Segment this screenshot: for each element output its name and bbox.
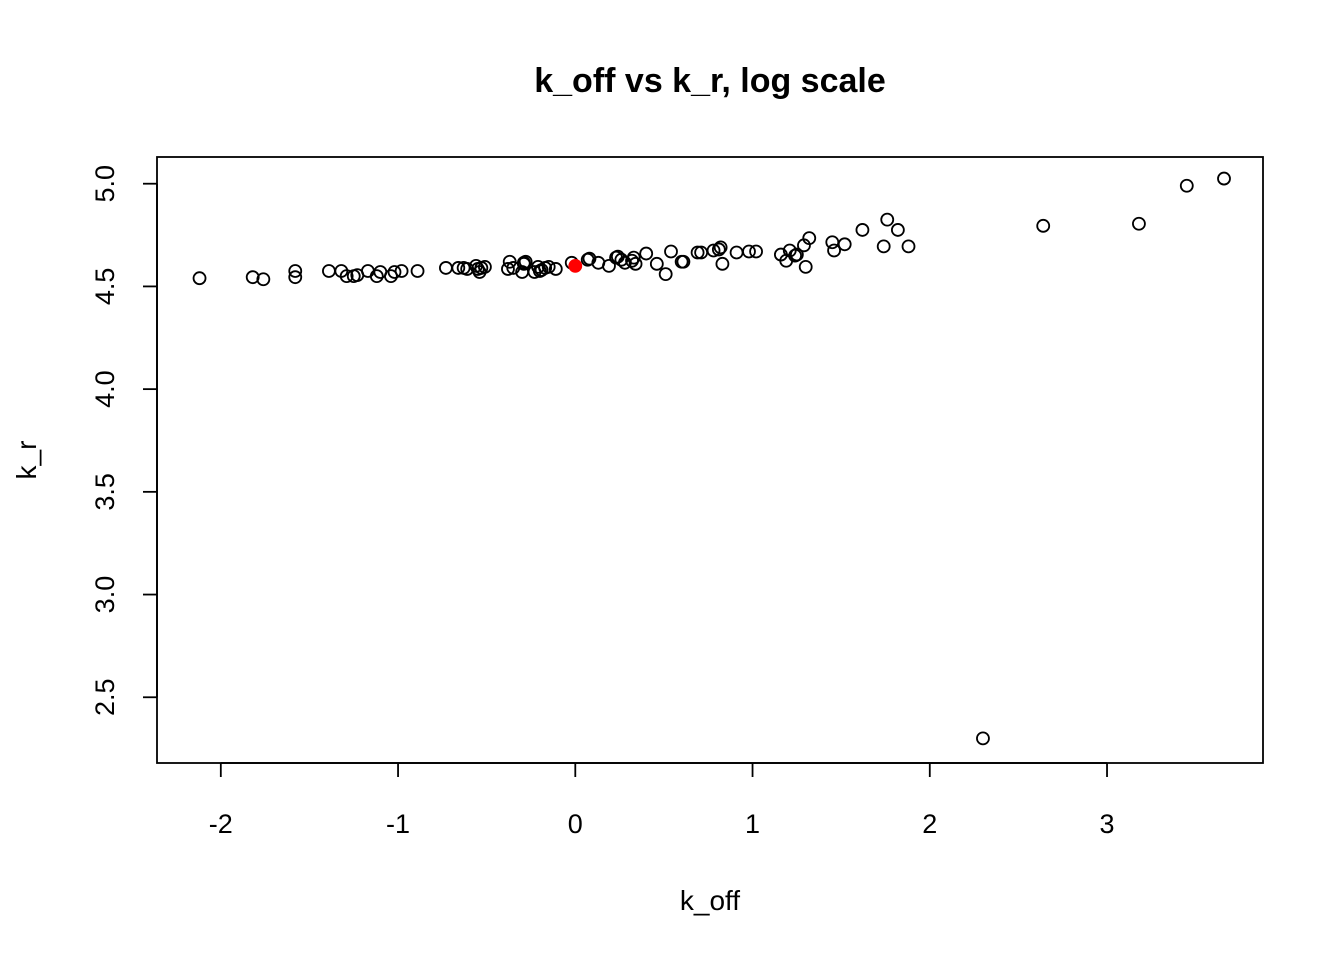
- y-tick-label: 2.5: [90, 678, 120, 716]
- data-point: [518, 254, 533, 269]
- data-point: [339, 269, 354, 284]
- x-tick-label: 3: [1100, 809, 1115, 839]
- data-point: [460, 262, 475, 276]
- data-point: [288, 270, 303, 285]
- y-tick-label: 4.5: [90, 268, 120, 306]
- data-point: [798, 260, 813, 274]
- data-point: [541, 260, 556, 274]
- data-point: [501, 262, 515, 276]
- data-point: [901, 239, 916, 254]
- plot-frame: [156, 156, 1264, 764]
- data-point: [639, 246, 654, 261]
- data-point: [658, 267, 673, 281]
- data-point: [394, 264, 409, 278]
- data-point: [384, 269, 398, 284]
- data-point: [1132, 216, 1146, 231]
- y-axis-label: k_r: [11, 441, 42, 480]
- y-tick-label: 3.5: [90, 473, 120, 511]
- data-point: [478, 260, 492, 274]
- data-point: [649, 256, 664, 271]
- x-tick-label: 2: [922, 809, 937, 839]
- y-tick-label: 4.0: [90, 370, 120, 408]
- data-point: [715, 256, 730, 271]
- data-point: [713, 240, 728, 255]
- data-point: [880, 212, 895, 227]
- data-point: [192, 271, 207, 286]
- data-point: [749, 244, 763, 259]
- data-point: [439, 261, 453, 275]
- x-tick-label: 1: [745, 809, 760, 839]
- data-point: [837, 237, 852, 252]
- data-point: [676, 254, 691, 269]
- data-point: [626, 250, 641, 265]
- data-point: [742, 244, 756, 259]
- data-point: [976, 731, 990, 746]
- data-point: [1036, 218, 1051, 233]
- data-point: [322, 264, 336, 278]
- chart-title: k_off vs k_r, log scale: [534, 62, 886, 100]
- data-point: [245, 270, 260, 285]
- data-point: [288, 264, 303, 278]
- y-axis: 2.5 3.0 3.5 4.0 4.5 5.0: [90, 165, 158, 716]
- x-tick-label: 0: [568, 809, 583, 839]
- data-point: [602, 258, 616, 273]
- x-axis: -2 -1 0 1 2 3: [209, 762, 1115, 839]
- data-point: [628, 256, 643, 271]
- data-point: [548, 262, 563, 276]
- data-point: [789, 247, 804, 262]
- data-point: [825, 235, 840, 250]
- data-point: [827, 243, 841, 258]
- data-point: [664, 244, 678, 259]
- x-axis-label: k_off: [680, 885, 740, 916]
- data-point: [1179, 178, 1194, 193]
- data-point: [729, 245, 744, 260]
- data-point: [876, 239, 891, 254]
- data-point: [361, 264, 375, 278]
- data-point: [706, 243, 721, 258]
- data-point: [690, 245, 705, 260]
- data-point: [1217, 171, 1231, 186]
- data-point: [387, 265, 402, 279]
- data-point: [256, 272, 271, 287]
- data-point: [855, 223, 870, 237]
- data-point: [802, 231, 817, 246]
- data-point: [410, 264, 425, 278]
- y-tick-label: 3.0: [90, 576, 120, 614]
- y-tick-label: 5.0: [90, 165, 120, 203]
- x-tick-label: -1: [386, 809, 410, 839]
- highlighted-point: [568, 258, 583, 273]
- x-tick-label: -2: [209, 809, 233, 839]
- data-point: [451, 261, 466, 275]
- data-point: [890, 223, 905, 237]
- data-points: [192, 171, 1231, 746]
- data-point: [582, 251, 597, 266]
- data-point: [369, 269, 384, 284]
- data-point: [711, 242, 726, 257]
